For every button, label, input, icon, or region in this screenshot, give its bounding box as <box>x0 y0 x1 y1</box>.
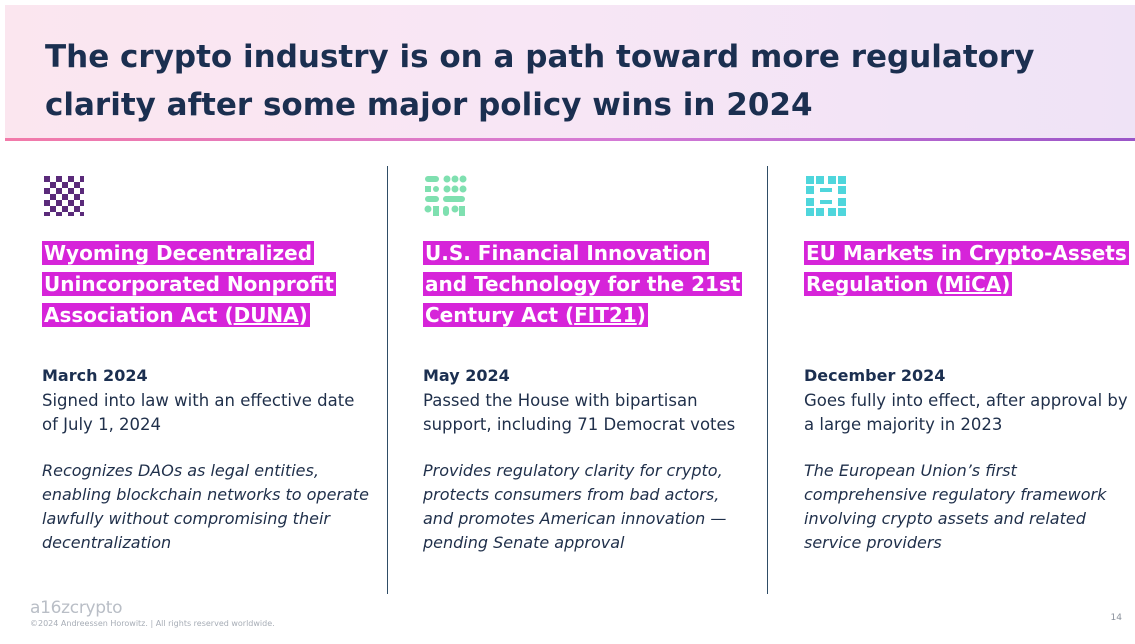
act-title: U.S. Financial Innovation and Technology… <box>423 241 743 327</box>
act-date: May 2024 <box>423 366 510 385</box>
pattern-icon-green <box>424 175 467 216</box>
pattern-icon-purple <box>44 176 84 216</box>
policy-card-fit21: U.S. Financial Innovation and Technology… <box>423 170 753 552</box>
header-band <box>5 5 1135 139</box>
act-summary: Provides regulatory clarity for crypto, … <box>423 461 727 552</box>
policy-card-mica: EU Markets in Crypto-Assets Regulation (… <box>804 170 1134 552</box>
pattern-icon-teal <box>806 176 846 216</box>
policy-card-duna: Wyoming Decentralized Unincorporated Non… <box>42 170 372 552</box>
header-divider <box>5 138 1135 141</box>
act-title: EU Markets in Crypto-Assets Regulation (… <box>804 241 1129 296</box>
page-number: 14 <box>1110 613 1122 623</box>
act-status: Goes fully into effect, after approval b… <box>804 391 1128 434</box>
act-summary: Recognizes DAOs as legal entities, enabl… <box>42 461 369 552</box>
act-abbreviation-link[interactable]: DUNA <box>233 303 299 327</box>
copyright-text: ©2024 Andreessen Horowitz. | All rights … <box>30 619 275 628</box>
act-status: Passed the House with bipartisan support… <box>423 391 736 434</box>
act-title: Wyoming Decentralized Unincorporated Non… <box>42 241 336 327</box>
act-date: March 2024 <box>42 366 148 385</box>
act-date: December 2024 <box>804 366 946 385</box>
page-title: The crypto industry is on a path toward … <box>45 39 1035 123</box>
column-divider <box>387 166 388 594</box>
act-status: Signed into law with an effective date o… <box>42 391 355 434</box>
act-abbreviation-link[interactable]: FIT21 <box>574 303 637 327</box>
column-divider <box>767 166 768 594</box>
act-abbreviation-link[interactable]: MiCA <box>944 272 1002 296</box>
brand-logo: a16zcrypto <box>30 598 123 618</box>
act-summary: The European Union’s first comprehensive… <box>804 461 1107 552</box>
